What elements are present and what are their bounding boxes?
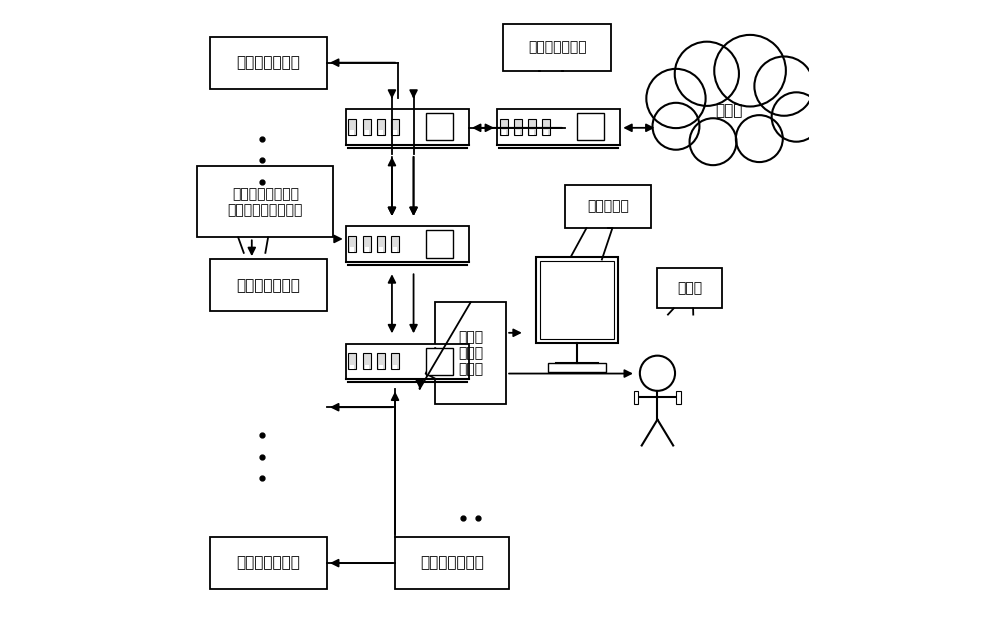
FancyBboxPatch shape [363, 236, 371, 252]
FancyBboxPatch shape [348, 353, 356, 369]
Bar [393, 247, 397, 252]
FancyBboxPatch shape [377, 353, 385, 369]
Bar [210, 259, 327, 312]
Bar [565, 185, 651, 228]
FancyBboxPatch shape [363, 353, 371, 369]
Bar [502, 130, 506, 135]
Bar [516, 130, 520, 135]
FancyBboxPatch shape [514, 119, 522, 135]
Text: 由单元门主控器用
户对讲报警终端构成: 由单元门主控器用 户对讲报警终端构成 [228, 187, 303, 217]
Bar [210, 537, 327, 589]
Bar [676, 391, 681, 404]
Bar [426, 231, 453, 258]
FancyBboxPatch shape [363, 119, 371, 135]
Bar [435, 302, 506, 404]
Bar [577, 113, 604, 140]
Circle shape [690, 118, 736, 165]
Text: 单元楼终端系统: 单元楼终端系统 [237, 55, 300, 70]
Circle shape [714, 35, 786, 107]
FancyBboxPatch shape [348, 236, 356, 252]
Circle shape [736, 115, 783, 162]
Bar [548, 363, 606, 371]
Bar [503, 24, 611, 70]
Bar [536, 257, 618, 343]
Bar [350, 364, 354, 369]
Text: 管理员: 管理员 [677, 282, 702, 295]
Bar [497, 109, 620, 145]
FancyBboxPatch shape [500, 119, 508, 135]
Bar [346, 109, 469, 145]
Bar [210, 37, 327, 89]
FancyBboxPatch shape [542, 119, 550, 135]
Bar [379, 364, 383, 369]
Bar [426, 348, 453, 375]
Circle shape [675, 42, 739, 106]
FancyBboxPatch shape [391, 353, 399, 369]
Bar [530, 130, 534, 135]
Circle shape [754, 57, 814, 116]
Bar [379, 130, 383, 135]
FancyBboxPatch shape [391, 119, 399, 135]
Bar [544, 130, 548, 135]
Bar [350, 247, 354, 252]
Bar [365, 130, 369, 135]
Text: 单元楼终端系统: 单元楼终端系统 [237, 278, 300, 293]
Text: 广域网: 广域网 [715, 103, 742, 118]
Text: 小区路由及网关: 小区路由及网关 [528, 40, 586, 55]
FancyBboxPatch shape [528, 119, 536, 135]
Bar [540, 261, 614, 338]
Bar [426, 113, 453, 140]
FancyBboxPatch shape [348, 119, 356, 135]
Text: 单元楼终端系统: 单元楼终端系统 [420, 556, 484, 571]
Bar [393, 364, 397, 369]
Bar [365, 364, 369, 369]
Text: 小区局
域网通
信设备: 小区局 域网通 信设备 [458, 330, 483, 376]
Bar [657, 269, 722, 308]
Bar [395, 537, 509, 589]
Bar [346, 226, 469, 262]
FancyBboxPatch shape [391, 236, 399, 252]
Bar [365, 247, 369, 252]
Circle shape [653, 103, 699, 150]
Bar [634, 391, 638, 404]
FancyBboxPatch shape [377, 119, 385, 135]
Circle shape [772, 92, 821, 141]
Bar [393, 130, 397, 135]
FancyBboxPatch shape [377, 236, 385, 252]
Bar [350, 130, 354, 135]
Text: 小区服务器: 小区服务器 [587, 199, 629, 214]
Bar [197, 166, 333, 237]
Bar [346, 343, 469, 379]
Bar [379, 247, 383, 252]
Text: 单元楼终端系统: 单元楼终端系统 [237, 556, 300, 571]
Circle shape [646, 69, 706, 128]
